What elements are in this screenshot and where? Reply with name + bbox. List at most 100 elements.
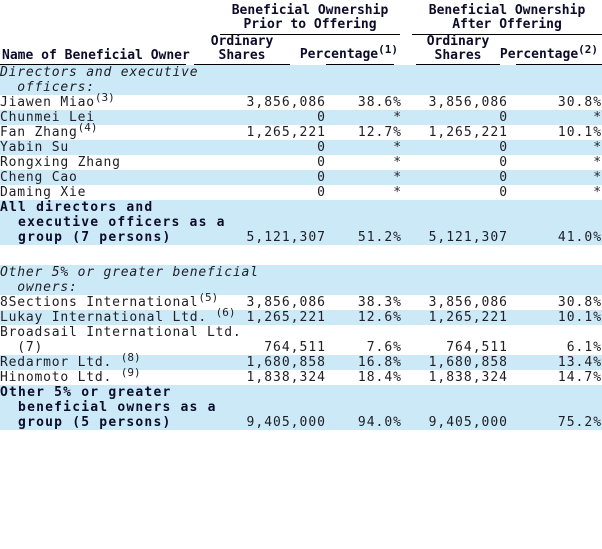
percentage-prior-value: *	[326, 155, 403, 170]
owner-name: Cheng Cao	[0, 170, 78, 185]
percentage-after-value	[508, 265, 602, 295]
shares-after-value: 0	[402, 140, 509, 155]
table-row: Yabin Su 0 * 0 *	[0, 140, 602, 155]
shares-prior-value: 1,838,324	[186, 370, 326, 385]
shares-after-value: 0	[402, 170, 509, 185]
footnote-ref: (4)	[77, 121, 98, 134]
footnote-ref: (8)	[120, 351, 141, 364]
percentage-after-value: 6.1%	[508, 325, 602, 355]
footnote-ref: (9)	[120, 366, 141, 379]
owner-name: 8Sections International	[0, 295, 199, 310]
owner-name: Chunmei Lei	[0, 110, 95, 125]
shares-prior-value: 0	[186, 110, 326, 125]
shares-after-value: 3,856,086	[402, 295, 509, 310]
shares-after-value: 5,121,307	[402, 200, 509, 245]
percentage-prior-value: 38.3%	[326, 295, 403, 310]
table-row: Redarmor Ltd. (8) 1,680,858 16.8% 1,680,…	[0, 351, 602, 370]
percentage-after-value: 30.8%	[508, 95, 602, 110]
percentage-prior-value: 12.6%	[326, 310, 403, 325]
shares-prior-value: 3,856,086	[186, 295, 326, 310]
percentage-prior-value: 7.6%	[326, 325, 403, 355]
shares-after-value: 3,856,086	[402, 95, 509, 110]
header-underline	[326, 64, 395, 65]
owner-name: Directors and executive officers:	[0, 65, 199, 95]
percentage-after-header: Percentage(2)	[499, 43, 599, 62]
shares-prior-value: 0	[186, 185, 326, 200]
table-row: Cheng Cao 0 * 0 *	[0, 170, 602, 185]
percentage-after-value: 13.4%	[508, 355, 602, 370]
percentage-after-value: 75.2%	[508, 385, 602, 430]
shares-after-value	[402, 65, 509, 95]
group-header-prior-offering: Beneficial Ownership Prior to Offering	[220, 0, 401, 35]
shares-prior-value: 764,511	[186, 325, 326, 355]
table-row: Chunmei Lei 0 * 0 *	[0, 110, 602, 125]
shares-after-value: 0	[402, 110, 509, 125]
ordinary-shares-prior-header: Ordinary Shares	[194, 35, 290, 65]
header-underline	[516, 64, 602, 65]
percentage-after-value: 41.0%	[508, 200, 602, 245]
table-row: Broadsail International Ltd. (7) 764,511…	[0, 325, 602, 355]
owner-name: Yabin Su	[0, 140, 70, 155]
footnote-ref-1: (1)	[378, 43, 399, 56]
table-row: Hinomoto Ltd. (9) 1,838,324 18.4% 1,838,…	[0, 366, 602, 385]
table-row: Daming Xie 0 * 0 *	[0, 185, 602, 200]
percentage-prior-value	[326, 65, 403, 95]
percentage-prior-value: 38.6%	[326, 95, 403, 110]
shares-after-value: 764,511	[402, 325, 509, 355]
shares-after-value	[402, 265, 509, 295]
table-row: All directors and executive officers as …	[0, 200, 602, 245]
owner-name: Daming Xie	[0, 185, 87, 200]
percentage-prior-value: 16.8%	[326, 355, 403, 370]
percentage-after-value: 14.7%	[508, 370, 602, 385]
ordinary-shares-after-header: Ordinary Shares	[416, 35, 501, 65]
shares-prior-value	[186, 65, 326, 95]
percentage-prior-value: 18.4%	[326, 370, 403, 385]
footnote-ref-2: (2)	[578, 43, 599, 56]
shares-prior-value: 0	[186, 155, 326, 170]
owner-name: Hinomoto Ltd.	[0, 370, 121, 385]
shares-after-value: 1,838,324	[402, 370, 509, 385]
table-row: Lukay International Ltd. (6) 1,265,221 1…	[0, 306, 602, 325]
percentage-prior-value: *	[326, 140, 403, 155]
name-column-header: Name of Beneficial Owner	[0, 48, 190, 65]
percentage-after-value: *	[508, 140, 602, 155]
percentage-prior-value: 12.7%	[326, 125, 403, 140]
percentage-prior-value: 94.0%	[326, 385, 403, 430]
table-row: Other 5% or greater beneficial owners as…	[0, 385, 602, 430]
owner-name: Lukay International Ltd.	[0, 310, 216, 325]
percentage-after-value	[508, 65, 602, 95]
shares-prior-value: 5,121,307	[186, 200, 326, 245]
owner-name: Redarmor Ltd.	[0, 355, 121, 370]
shares-prior-value: 1,680,858	[186, 355, 326, 370]
owner-name: Rongxing Zhang	[0, 155, 121, 170]
column-header-row: Name of Beneficial Owner Ordinary Shares…	[0, 35, 602, 65]
shares-prior-value: 1,265,221	[186, 125, 326, 140]
shares-prior-value: 9,405,000	[186, 385, 326, 430]
table-row: Directors and executive officers:	[0, 65, 602, 95]
footnote-ref: (5)	[198, 291, 219, 304]
shares-after-value: 1,265,221	[402, 310, 509, 325]
percentage-prior-header: Percentage(1)	[299, 43, 399, 62]
table-row: Other 5% or greater beneficial owners:	[0, 265, 602, 295]
percentage-after-value: 30.8%	[508, 295, 602, 310]
percentage-prior-value: *	[326, 170, 403, 185]
percentage-after-value: *	[508, 185, 602, 200]
shares-after-value: 1,680,858	[402, 355, 509, 370]
ownership-table: Beneficial Ownership Prior to Offering B…	[0, 0, 602, 430]
owner-name: Fan Zhang	[0, 125, 78, 140]
group-header-after-offering: Beneficial Ownership After Offering	[412, 0, 602, 35]
shares-after-value: 0	[402, 185, 509, 200]
shares-prior-value: 0	[186, 140, 326, 155]
shares-after-value: 9,405,000	[402, 385, 509, 430]
shares-after-value: 1,265,221	[402, 125, 509, 140]
table-row: Rongxing Zhang 0 * 0 *	[0, 155, 602, 170]
table-row: Fan Zhang(4) 1,265,221 12.7% 1,265,221 1…	[0, 121, 602, 140]
percentage-prior-value: 51.2%	[326, 200, 403, 245]
owner-name: All directors and executive officers as …	[0, 200, 226, 245]
shares-prior-value: 1,265,221	[186, 310, 326, 325]
percentage-prior-value	[326, 265, 403, 295]
percentage-after-value: *	[508, 110, 602, 125]
percentage-after-value: 10.1%	[508, 310, 602, 325]
shares-prior-value: 0	[186, 170, 326, 185]
